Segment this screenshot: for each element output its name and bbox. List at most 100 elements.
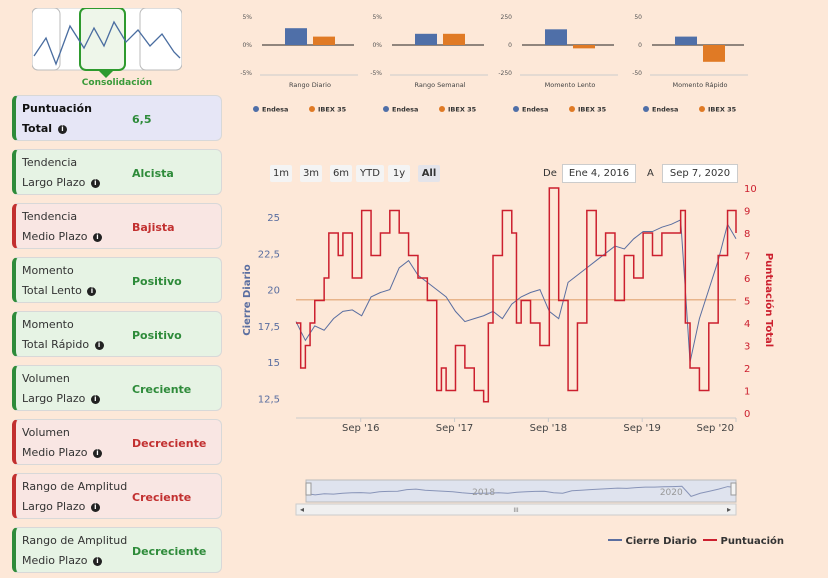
x-axis-label: Momento Lento [545,81,596,89]
info-icon[interactable]: i [90,179,100,188]
info-icon[interactable]: i [92,233,102,242]
scrollbar-thumb: III [513,507,519,514]
card-title: Momento [22,318,74,331]
legend-label-endesa: Endesa [522,106,548,114]
indicator-card[interactable]: Tendencia Largo Plazo i Alcista [12,149,222,195]
card-subtitle: Total i [22,122,67,135]
card-value: Positivo [132,329,182,342]
info-icon[interactable]: i [57,125,67,134]
card-title: Rango de Amplitud [22,534,128,547]
card-title: Volumen [22,372,70,385]
scroll-right-icon: ▸ [727,505,731,514]
range-button-6m[interactable]: 6m [330,165,352,182]
y-tick-label: 50 [634,14,642,21]
legend-marker-endesa [513,106,519,112]
bar-endesa [285,28,307,45]
card-subtitle: Medio Plazo i [22,230,102,243]
y-tick-label: 0 [638,42,642,49]
legend-score-label: Puntuación [720,536,785,547]
info-icon[interactable]: i [90,503,100,512]
y2-tick-label: 9 [744,207,750,218]
range-button-ytd[interactable]: YTD [356,165,384,182]
to-label: A [647,168,654,179]
indicator-card[interactable]: Volumen Medio Plazo i Decreciente [12,419,222,465]
y-tick-label: 12,5 [258,394,280,405]
info-icon[interactable]: i [94,341,104,350]
card-value: Creciente [132,491,192,504]
navigator-handle-right [730,482,737,496]
y2-tick-label: 6 [744,274,750,285]
indicator-card[interactable]: Volumen Largo Plazo i Creciente [12,365,222,411]
series-line-close [295,219,737,363]
info-icon[interactable]: i [92,449,102,458]
legend-label-ibex: IBEX 35 [448,106,477,114]
card-subtitle: Total Rápido i [22,338,104,351]
y2-tick-label: 0 [744,409,750,420]
legend-label-endesa: Endesa [652,106,678,114]
range-button-1m[interactable]: 1m [270,165,292,182]
range-button-1y[interactable]: 1y [388,165,410,182]
y-axis-title: Cierre Diario [242,264,253,336]
card-subtitle-text: Medio Plazo [22,554,88,567]
y-tick-label: 0% [242,42,252,49]
info-icon[interactable]: i [90,395,100,404]
y-tick-label: 250 [501,14,513,21]
legend-marker-endesa [643,106,649,112]
y-tick-label: -50 [632,70,642,77]
card-title: Rango de Amplitud [22,480,128,493]
y-tick-label: 5% [242,14,252,21]
series-line-score [296,187,737,403]
card-subtitle: Largo Plazo i [22,392,100,405]
card-value: Positivo [132,275,182,288]
navigator-handle-left [305,482,312,496]
card-value: Decreciente [132,437,207,450]
indicator-card[interactable]: Rango de Amplitud Largo Plazo i Crecient… [12,473,222,519]
navigator-label: 2018 [472,488,495,498]
scrollbar-track [295,503,737,516]
y-tick-label: 5% [372,14,382,21]
y2-tick-label: 8 [744,229,750,240]
card-subtitle-text: Medio Plazo [22,446,88,459]
x-tick-label: Sep '18 [530,423,568,434]
range-button-3m[interactable]: 3m [300,165,322,182]
card-value: Decreciente [132,545,207,558]
y-tick-label: 15 [267,358,280,369]
legend-label-endesa: Endesa [262,106,288,114]
y2-tick-label: 10 [744,184,757,195]
x-axis-label: Rango Semanal [415,81,466,89]
indicator-card[interactable]: Tendencia Medio Plazo i Bajista [12,203,222,249]
indicator-card[interactable]: Rango de Amplitud Medio Plazo i Decrecie… [12,527,222,573]
scroll-left-icon: ◂ [300,505,304,514]
range-button-all[interactable]: All [418,165,440,182]
card-subtitle: Medio Plazo i [22,446,102,459]
card-title: Volumen [22,426,70,439]
from-date-input[interactable]: Ene 4, 2016 [562,164,636,183]
y-tick-label: 17,5 [258,322,280,333]
y-tick-label: 0 [508,42,512,49]
info-icon[interactable]: i [92,557,102,566]
card-title: Momento [22,264,74,277]
x-axis-label: Rango Diario [289,81,331,89]
bar-endesa [415,33,437,45]
indicator-card[interactable]: Puntuación Total i 6,5 [12,95,222,141]
legend-marker-ibex [309,106,315,112]
x-tick-label: Sep '20 [697,423,735,434]
x-tick-label: Sep '16 [342,423,380,434]
legend-score[interactable]: Puntuación [703,536,784,547]
card-title: Tendencia [22,210,78,223]
bar-ibex [573,45,595,49]
info-icon[interactable]: i [87,287,97,296]
card-subtitle-text: Total Lento [22,284,82,297]
card-title: Tendencia [22,156,78,169]
indicator-card[interactable]: Momento Total Lento i Positivo [12,257,222,303]
legend-close[interactable]: Cierre Diario [608,536,697,547]
bar-ibex [703,45,725,62]
y-tick-label: -5% [370,70,382,77]
y2-tick-label: 5 [744,297,750,308]
to-date-input[interactable]: Sep 7, 2020 [662,164,738,183]
indicator-card[interactable]: Momento Total Rápido i Positivo [12,311,222,357]
y-tick-label: 25 [267,213,280,224]
x-tick-label: Sep '17 [436,423,474,434]
legend-marker-endesa [253,106,259,112]
card-subtitle: Total Lento i [22,284,97,297]
